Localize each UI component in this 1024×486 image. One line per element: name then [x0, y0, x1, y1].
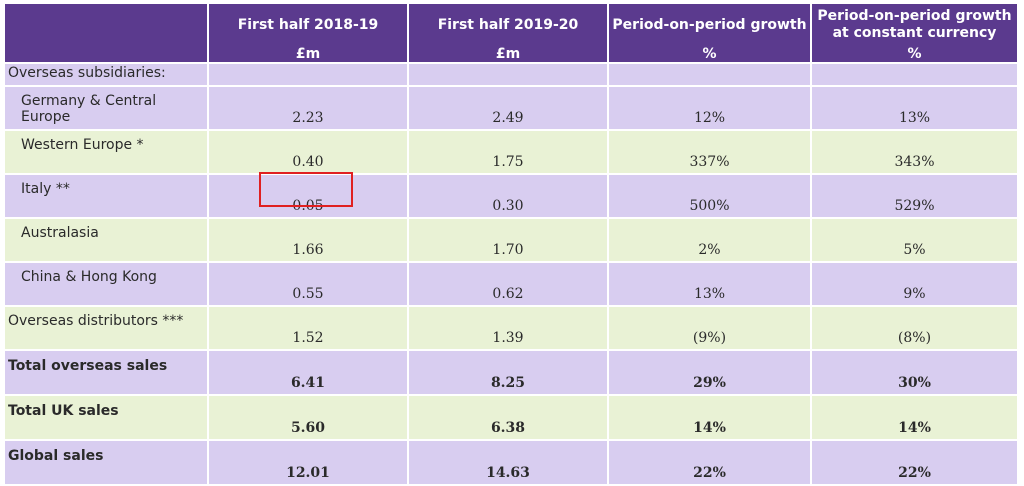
- table-row: Total UK sales 5.60 6.38 14% 14%: [5, 395, 1017, 441]
- cell-value: 0.30: [408, 174, 609, 219]
- table-row: Total overseas sales 6.41 8.25 29% 30%: [5, 350, 1017, 396]
- unit-blank: [5, 44, 209, 64]
- cell-value: 14.63: [408, 440, 609, 486]
- unit-h1-2019: £m: [408, 44, 609, 64]
- cell-value: 1.39: [408, 306, 609, 351]
- cell-value: 13%: [811, 86, 1017, 131]
- cell-value: (8%): [811, 306, 1017, 351]
- cell-value: 529%: [811, 174, 1017, 219]
- cell-value: 5%: [811, 218, 1017, 263]
- cell-value: [408, 63, 609, 87]
- cell-value: [811, 63, 1017, 87]
- highlight-box: [259, 172, 353, 207]
- cell-value: 22%: [811, 440, 1017, 486]
- cell-value: 0.40: [208, 130, 409, 175]
- row-label: Overseas distributors ***: [5, 306, 209, 351]
- header-row: First half 2018-19 First half 2019-20 Pe…: [5, 4, 1017, 44]
- cell-value: 14%: [608, 395, 812, 441]
- cell-value: 14%: [811, 395, 1017, 441]
- header-growth: Period-on-period growth: [608, 4, 812, 44]
- row-label: Australasia: [5, 218, 209, 263]
- unit-growth: %: [608, 44, 812, 64]
- table-row: Global sales 12.01 14.63 22% 22%: [5, 440, 1017, 486]
- cell-value: 8.25: [408, 350, 609, 396]
- cell-value: [608, 63, 812, 87]
- cell-value: 0.55: [208, 262, 409, 307]
- row-label: Total overseas sales: [5, 350, 209, 396]
- table-row: Australasia 1.66 1.70 2% 5%: [5, 218, 1017, 263]
- table-row: Overseas subsidiaries:: [5, 63, 1017, 87]
- row-label: China & Hong Kong: [5, 262, 209, 307]
- table-row: Germany & Central Europe 2.23 2.49 12% 1…: [5, 86, 1017, 131]
- row-label: Italy **: [5, 174, 209, 219]
- cell-value: 30%: [811, 350, 1017, 396]
- table-row: China & Hong Kong 0.55 0.62 13% 9%: [5, 262, 1017, 307]
- cell-value: 0.62: [408, 262, 609, 307]
- row-label: Global sales: [5, 440, 209, 486]
- cell-value: 6.41: [208, 350, 409, 396]
- unit-h1-2018: £m: [208, 44, 409, 64]
- cell-value: 29%: [608, 350, 812, 396]
- cell-value: [208, 63, 409, 87]
- cell-value: 1.75: [408, 130, 609, 175]
- sales-table: First half 2018-19 First half 2019-20 Pe…: [5, 4, 1017, 486]
- cell-value: 5.60: [208, 395, 409, 441]
- row-label: Western Europe *: [5, 130, 209, 175]
- cell-value: 337%: [608, 130, 812, 175]
- cell-value: 1.52: [208, 306, 409, 351]
- cell-value-highlighted: 0.05: [208, 174, 409, 219]
- unit-row: £m £m % %: [5, 44, 1017, 64]
- row-label: Germany & Central Europe: [5, 86, 209, 131]
- table-row: Italy ** 0.05 0.30 500% 529%: [5, 174, 1017, 219]
- header-h1-2019: First half 2019-20: [408, 4, 609, 44]
- cell-value: 6.38: [408, 395, 609, 441]
- cell-value: 2.23: [208, 86, 409, 131]
- cell-value: 1.66: [208, 218, 409, 263]
- table-row: Western Europe * 0.40 1.75 337% 343%: [5, 130, 1017, 175]
- sales-table-view: First half 2018-19 First half 2019-20 Pe…: [5, 4, 1017, 486]
- cell-value: 9%: [811, 262, 1017, 307]
- header-h1-2018: First half 2018-19: [208, 4, 409, 44]
- cell-value: 13%: [608, 262, 812, 307]
- row-label: Total UK sales: [5, 395, 209, 441]
- cell-value: 2.49: [408, 86, 609, 131]
- cell-value: 12%: [608, 86, 812, 131]
- unit-growth-cc: %: [811, 44, 1017, 64]
- header-blank: [5, 4, 209, 44]
- cell-value: 22%: [608, 440, 812, 486]
- row-label: Overseas subsidiaries:: [5, 63, 209, 87]
- table-row: Overseas distributors *** 1.52 1.39 (9%)…: [5, 306, 1017, 351]
- cell-value: 12.01: [208, 440, 409, 486]
- cell-value: 1.70: [408, 218, 609, 263]
- header-growth-cc: Period-on-period growth at constant curr…: [811, 4, 1017, 44]
- cell-value: (9%): [608, 306, 812, 351]
- cell-value: 500%: [608, 174, 812, 219]
- cell-value: 2%: [608, 218, 812, 263]
- cell-value: 343%: [811, 130, 1017, 175]
